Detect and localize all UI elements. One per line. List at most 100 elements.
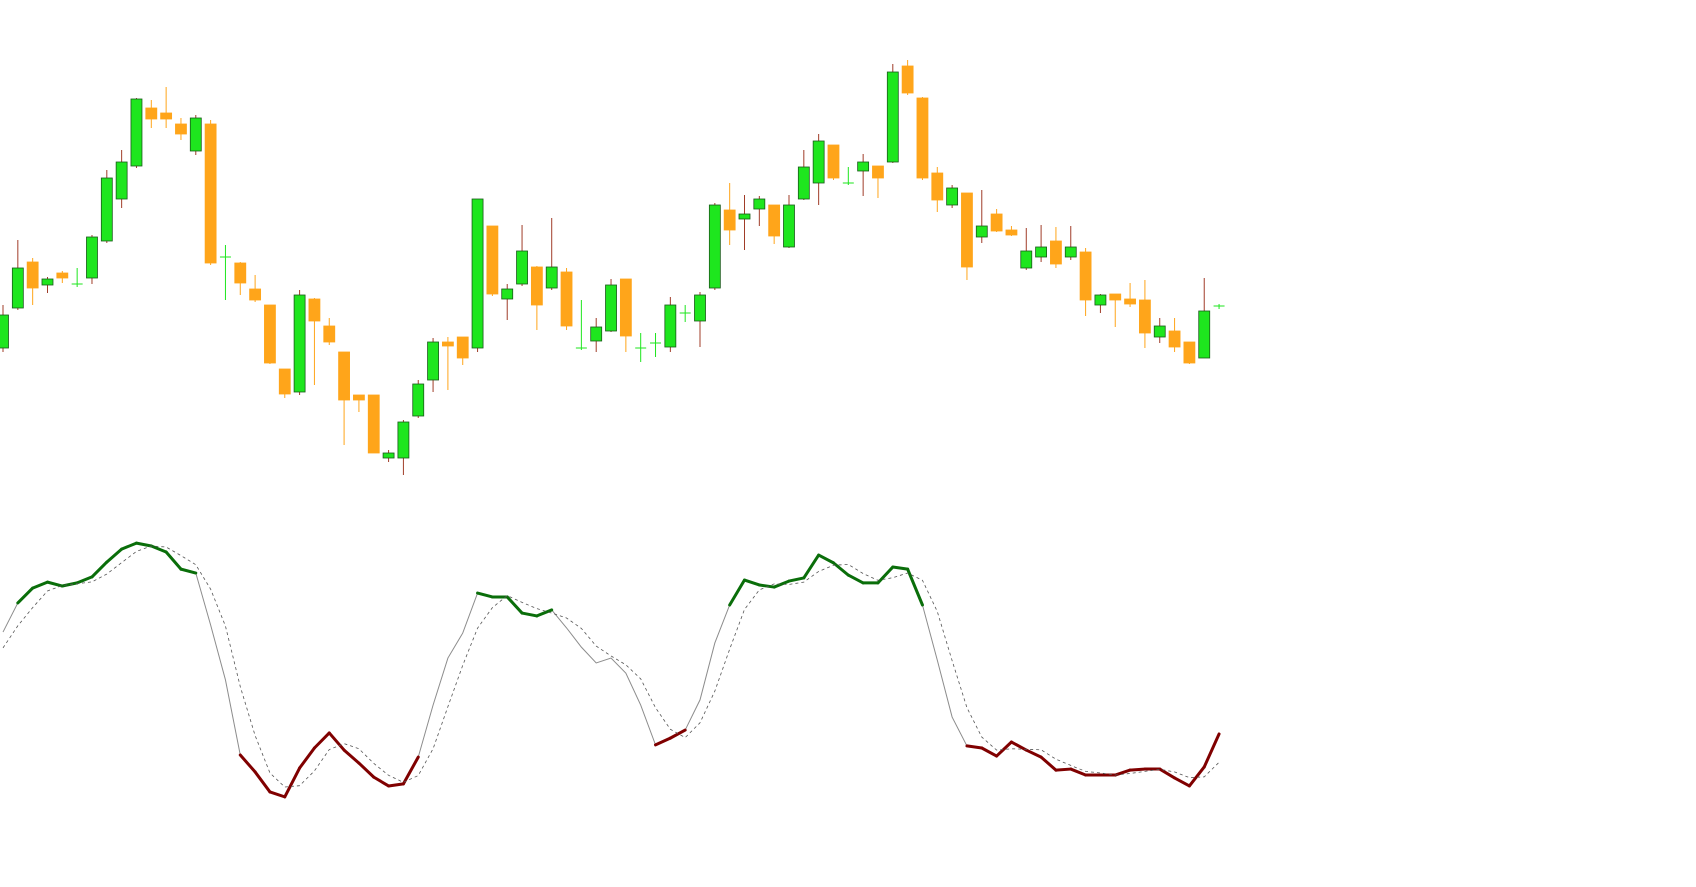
candle-body	[1079, 251, 1092, 301]
oscillator-zone-segment	[520, 611, 539, 618]
candle-body	[308, 298, 321, 322]
candle-body	[768, 204, 781, 237]
candle-body	[367, 394, 380, 454]
candle-body	[456, 336, 469, 359]
candle-body	[931, 172, 944, 201]
candle-body	[41, 278, 54, 286]
candle-body	[412, 383, 425, 417]
oscillator-zone-segment	[16, 586, 35, 605]
candle-body	[872, 165, 884, 179]
oscillator-zone-segment	[831, 561, 850, 577]
candle-body	[1020, 250, 1033, 269]
candle-body	[664, 304, 677, 348]
candle-body	[708, 204, 721, 289]
candle-body	[916, 97, 929, 179]
candle-body	[990, 213, 1003, 232]
oscillator-zone-segment	[268, 790, 287, 799]
candle-body	[1139, 299, 1151, 334]
candle-body	[471, 198, 484, 349]
candle-body	[694, 294, 706, 322]
candle-body	[278, 368, 291, 395]
candle-body	[516, 250, 528, 285]
candle-body	[397, 421, 410, 459]
oscillator-zone-segment	[238, 753, 257, 774]
oscillator-zone-segment	[891, 565, 910, 571]
candle-body	[249, 288, 262, 301]
oscillator-zone-segment	[1128, 767, 1147, 772]
oscillator-zone-segment	[772, 579, 791, 589]
oscillator-zone-segment	[654, 736, 672, 747]
candle-body	[723, 209, 736, 231]
oscillator-zone-segment	[253, 770, 272, 794]
oscillator-zone-segment	[134, 541, 153, 548]
oscillator-zone-segment	[372, 775, 391, 788]
candle-body	[234, 262, 247, 284]
candle-body	[115, 161, 128, 200]
candle-body	[501, 288, 514, 300]
oscillator-zone-segment	[802, 553, 821, 580]
oscillator-zone-segment	[45, 580, 64, 588]
oscillator-zone-segment	[1009, 740, 1028, 752]
oscillator-zone-segment	[342, 748, 361, 765]
candle-body	[738, 213, 751, 220]
candle-body	[1168, 330, 1181, 348]
candle-body	[26, 261, 39, 289]
candle-body	[11, 267, 24, 309]
oscillator-zone-segment	[312, 731, 331, 750]
candle-body	[1064, 246, 1077, 258]
candle-body	[1109, 293, 1122, 301]
oscillator-zone-segment	[1024, 748, 1043, 759]
oscillator-line	[2, 542, 1220, 798]
oscillator-zone-segment	[1054, 767, 1073, 772]
oscillator-zone-segment	[728, 578, 746, 607]
candle-body	[753, 198, 766, 210]
candle-body	[441, 341, 454, 347]
candle-body	[827, 144, 840, 179]
oscillator-zone-segment	[980, 746, 999, 758]
oscillator-zone-segment	[817, 553, 835, 565]
candle-body	[264, 304, 276, 364]
candle-body	[975, 225, 988, 238]
candle-body	[0, 314, 9, 349]
candle-body	[545, 266, 558, 289]
candle-body	[1094, 294, 1107, 306]
candle-body	[86, 236, 98, 279]
oscillator-zone-segment	[401, 755, 420, 786]
candle-body	[1035, 246, 1047, 258]
candle-body	[189, 117, 202, 152]
oscillator-zone-segment	[149, 544, 168, 554]
oscillator-zone-segment	[75, 575, 94, 585]
candle-body	[130, 98, 143, 167]
oscillator-zone-segment	[179, 567, 198, 575]
oscillator-zone-segment	[757, 583, 776, 589]
candle-body	[323, 325, 336, 343]
candle-body	[1124, 298, 1136, 305]
candle-body	[56, 272, 69, 279]
oscillator-zone-segment	[476, 591, 494, 599]
oscillator-zone-segment	[906, 567, 924, 607]
oscillator-zone-segment	[327, 731, 346, 752]
candle-body	[1198, 310, 1211, 359]
oscillator-zone-segment	[1173, 776, 1191, 788]
candle-body	[160, 112, 173, 120]
candle-body	[100, 177, 113, 242]
candle-body	[204, 123, 217, 264]
oscillator-zone-segment	[743, 578, 761, 587]
candle-body	[175, 123, 187, 135]
oscillator-zone-segment	[105, 547, 124, 564]
candle-body	[145, 107, 158, 120]
candle-body	[530, 266, 543, 306]
oscillator-zone-segment	[1158, 767, 1177, 780]
oscillator-zone-segment	[1113, 768, 1132, 777]
candle-body	[1005, 229, 1018, 236]
candle-body	[901, 65, 914, 94]
oscillator-zone-segment	[298, 746, 316, 770]
oscillator-zone-segment	[31, 580, 49, 590]
candle-body	[338, 351, 350, 401]
oscillator-zone-segment	[387, 782, 405, 788]
candle-body	[857, 161, 870, 172]
oscillator-zone-segment	[995, 740, 1013, 758]
oscillator-zone-segment	[283, 766, 302, 799]
candle-body	[427, 341, 439, 381]
